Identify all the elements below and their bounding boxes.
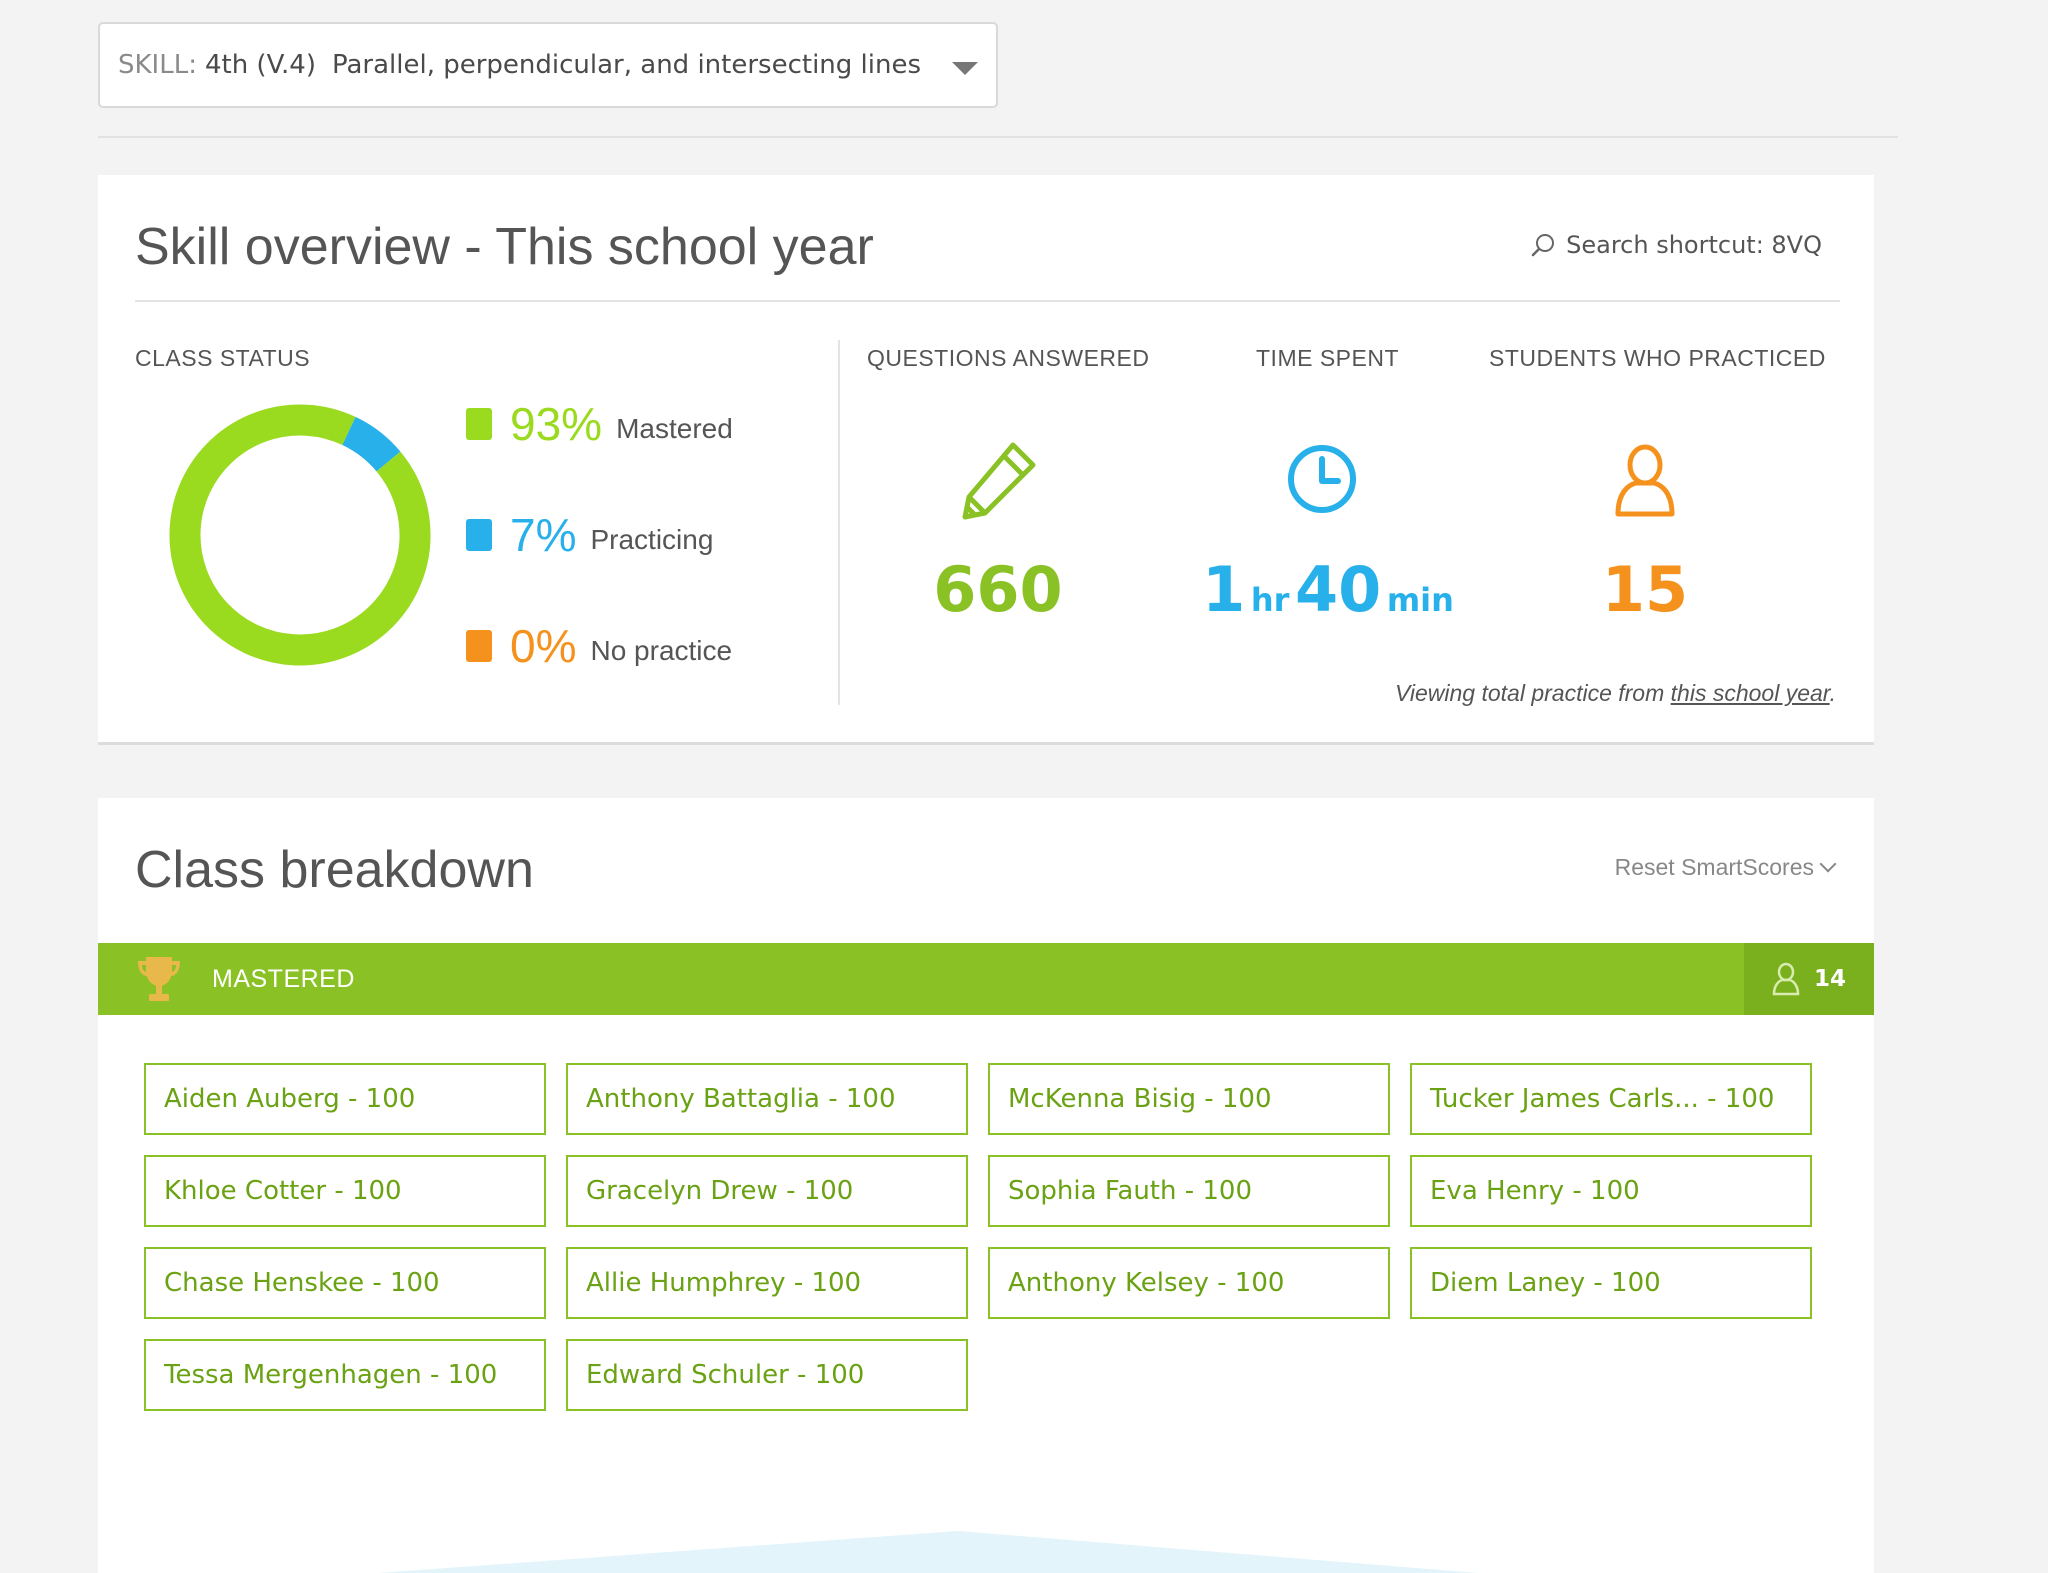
pencil-icon	[962, 442, 1036, 520]
questions-answered-value: 660	[933, 553, 1063, 626]
no-practice-pct: 0%	[510, 620, 577, 672]
decorative-wave	[378, 1531, 1478, 1573]
students-grid: Aiden Auberg - 100 Anthony Battaglia - 10…	[144, 1063, 1824, 1411]
student-card[interactable]: Diem Laney - 100	[1410, 1247, 1812, 1319]
student-card[interactable]: Edward Schuler - 100	[566, 1339, 968, 1411]
donut-practicing-segment	[169, 404, 431, 666]
chevron-down-icon[interactable]	[952, 62, 978, 75]
time-hr-unit: hr	[1250, 581, 1290, 619]
skill-grade: 4th (V.4)	[204, 50, 316, 80]
student-card[interactable]: Tucker James Carls... - 100	[1410, 1063, 1812, 1135]
mastered-group-header[interactable]: MASTERED 14	[98, 943, 1874, 1015]
reset-smartscores-button[interactable]: Reset SmartScores	[1614, 854, 1837, 881]
legend-practicing: 7% Practicing	[466, 508, 713, 562]
class-status-label: CLASS STATUS	[135, 345, 311, 371]
time-spent-value: 1 hr 40 min	[1188, 553, 1468, 626]
students-practiced-label: STUDENTS WHO PRACTICED	[1489, 345, 1826, 371]
donut-mastered-segment	[169, 404, 431, 666]
student-card[interactable]: Khloe Cotter - 100	[144, 1155, 546, 1227]
student-card[interactable]: Sophia Fauth - 100	[988, 1155, 1390, 1227]
mastered-swatch	[466, 408, 492, 440]
viewing-prefix: Viewing total practice from	[1394, 680, 1671, 706]
legend-mastered: 93% Mastered	[466, 397, 733, 451]
student-card[interactable]: Aiden Auberg - 100	[144, 1063, 546, 1135]
no-practice-swatch	[466, 630, 492, 662]
students-practiced-value: 15	[1601, 553, 1689, 626]
search-shortcut-text: Search shortcut: 8VQ	[1566, 231, 1822, 259]
user-icon	[1772, 962, 1800, 996]
skill-selector[interactable]: SKILL: 4th (V.4) Parallel, perpendicular…	[98, 22, 998, 108]
time-spent-label: TIME SPENT	[1256, 345, 1400, 371]
school-year-link[interactable]: this school year	[1670, 680, 1830, 706]
no-practice-label: No practice	[590, 635, 733, 666]
practicing-pct: 7%	[510, 509, 577, 561]
viewing-note: Viewing total practice from this school …	[1395, 680, 1836, 707]
search-shortcut: Search shortcut: 8VQ	[1530, 231, 1822, 259]
time-min-unit: min	[1386, 581, 1454, 619]
mastered-count-badge: 14	[1744, 943, 1874, 1015]
legend-no-practice: 0% No practice	[466, 619, 732, 673]
mastered-group-title: MASTERED	[212, 964, 355, 993]
user-icon	[1615, 444, 1675, 517]
skill-name: Parallel, perpendicular, and intersectin…	[331, 50, 922, 80]
student-card[interactable]: Tessa Mergenhagen - 100	[144, 1339, 546, 1411]
viewing-suffix: .	[1829, 680, 1836, 706]
student-card[interactable]: Anthony Battaglia - 100	[566, 1063, 968, 1135]
skill-overview-panel: Skill overview - This school year Search…	[98, 175, 1874, 745]
divider	[838, 340, 840, 705]
student-card[interactable]: Allie Humphrey - 100	[566, 1247, 968, 1319]
trophy-icon	[138, 957, 180, 1001]
mastered-pct: 93%	[510, 398, 603, 450]
class-breakdown-panel: Class breakdown Reset SmartScores MASTER…	[98, 798, 1874, 1573]
chevron-down-icon	[1819, 855, 1837, 873]
search-icon	[1531, 234, 1555, 257]
practicing-swatch	[466, 519, 492, 551]
skill-label: SKILL:	[118, 50, 197, 80]
student-card[interactable]: Eva Henry - 100	[1410, 1155, 1812, 1227]
overview-title: Skill overview - This school year	[135, 218, 874, 276]
clock-icon	[1288, 445, 1356, 513]
divider	[98, 136, 1898, 138]
student-card[interactable]: McKenna Bisig - 100	[988, 1063, 1390, 1135]
breakdown-title: Class breakdown	[135, 841, 534, 899]
student-card[interactable]: Gracelyn Drew - 100	[566, 1155, 968, 1227]
mastered-label: Mastered	[616, 413, 733, 444]
practicing-label: Practicing	[590, 524, 714, 555]
mastered-count: 14	[1813, 966, 1846, 992]
student-card[interactable]: Chase Henskee - 100	[144, 1247, 546, 1319]
questions-answered-label: QUESTIONS ANSWERED	[867, 345, 1150, 371]
reset-smartscores-label: Reset SmartScores	[1614, 854, 1814, 880]
class-status-donut	[169, 404, 431, 666]
student-card[interactable]: Anthony Kelsey - 100	[988, 1247, 1390, 1319]
time-hours: 1	[1202, 553, 1246, 626]
time-minutes: 40	[1294, 553, 1382, 626]
divider	[135, 300, 1840, 302]
